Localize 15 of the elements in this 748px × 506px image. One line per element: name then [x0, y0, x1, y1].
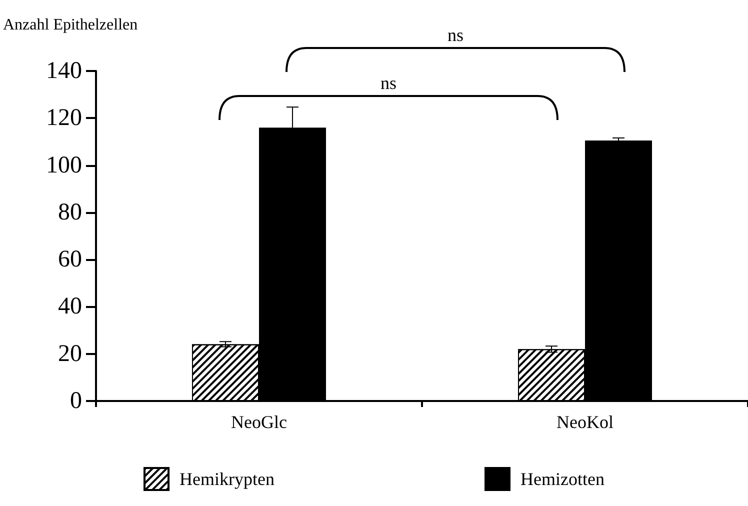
x-tick-label: NeoKol [556, 412, 614, 432]
text: ns [447, 25, 464, 45]
y-tick-label: 20 [58, 340, 82, 367]
y-tick-label: 140 [46, 58, 82, 84]
y-tick-label: 120 [46, 105, 82, 132]
y-axis-title: Anzahl Epithelzellen [3, 16, 138, 34]
legend-label: Hemizotten [520, 469, 604, 489]
y-tick-label: 0 [70, 388, 82, 414]
y-tick-label: 40 [58, 294, 82, 320]
y-tick-label: 80 [58, 199, 82, 226]
legend-label: Hemikrypten [180, 469, 275, 489]
x-tick-label: NeoGlc [231, 412, 287, 432]
annotation: ns [380, 73, 397, 93]
y-tick-label: 100 [46, 152, 82, 178]
y-tick-label: 60 [58, 246, 82, 273]
